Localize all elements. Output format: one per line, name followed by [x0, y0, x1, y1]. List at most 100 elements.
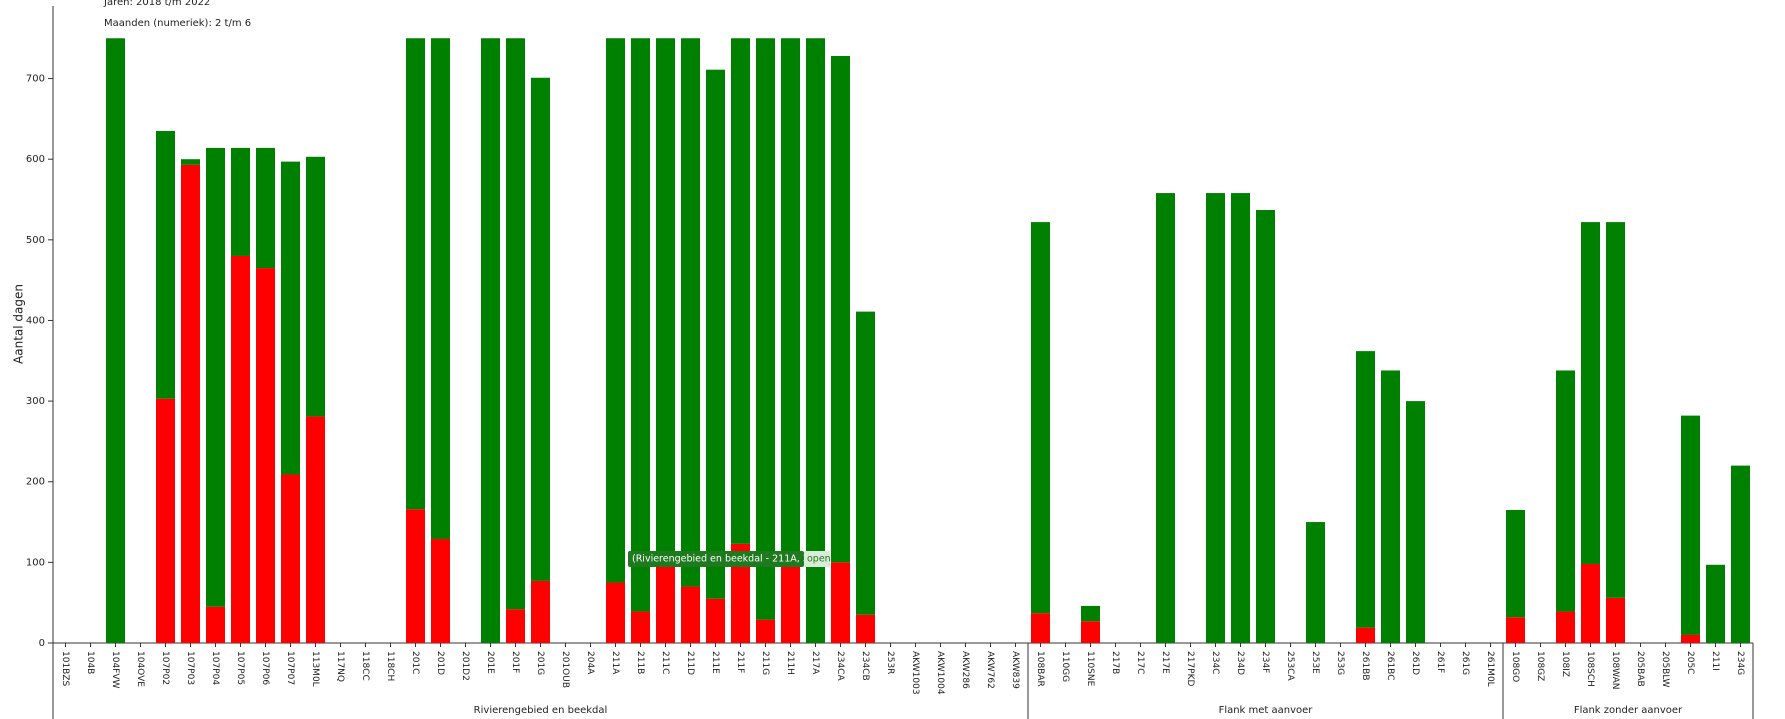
x-tick-label: 211E [710, 651, 720, 674]
bar-segment [306, 416, 325, 643]
tooltip-button-bg [804, 551, 830, 567]
x-tick-label: AKW839 [1010, 651, 1020, 689]
bar-segment [731, 38, 750, 544]
bar-segment [431, 538, 450, 643]
bar-segment [1381, 370, 1400, 643]
x-tick-label: 113M0L [310, 651, 320, 687]
x-tick-label: 261F [1435, 651, 1445, 673]
bar-segment [256, 268, 275, 643]
x-tick-label: 107P05 [235, 651, 245, 685]
y-tick-label: 300 [26, 396, 45, 407]
bar-segment [1506, 617, 1525, 643]
bar-segment [1306, 522, 1325, 643]
y-tick-label: 400 [26, 315, 45, 326]
tooltip-box [628, 551, 804, 567]
y-tick-label: 100 [26, 557, 45, 568]
bar-segment [1606, 597, 1625, 643]
x-tick-label: 201D [435, 651, 445, 675]
x-tick-label: 217PKD [1185, 651, 1195, 687]
x-tick-label: 261M0L [1485, 651, 1495, 687]
x-tick-label: 201D2 [460, 651, 470, 681]
x-tick-label: AKW286 [960, 651, 970, 689]
x-tick-label: 211H [785, 651, 795, 675]
x-tick-label: 211B [635, 651, 645, 674]
bar-segment [206, 147, 225, 607]
x-tick-label: 117NQ [335, 651, 345, 682]
bar-segment [1081, 621, 1100, 643]
bar-segment [281, 474, 300, 643]
x-tick-label: 217A [810, 651, 820, 675]
bar-segment [156, 398, 175, 643]
group-label: Flank zonder aanvoer [1574, 705, 1683, 716]
x-tick-label: AKW1004 [935, 651, 945, 695]
x-tick-label: 107P02 [160, 651, 170, 685]
tooltip-button[interactable]: open [807, 554, 831, 565]
bar-segment [1231, 193, 1250, 643]
x-tick-label: 101BZS [60, 651, 70, 687]
x-tick-label: 253CA [1285, 651, 1295, 681]
x-tick-label: 253R [885, 651, 895, 674]
x-tick-label: 201E [485, 651, 495, 674]
x-tick-label: 234D [1235, 651, 1245, 675]
bar-segment [1081, 605, 1100, 622]
x-tick-label: 234F [1260, 651, 1270, 673]
bar-segment [631, 38, 650, 612]
x-tick-label: 234C [1210, 651, 1220, 674]
x-tick-label: 205BAB [1635, 651, 1645, 687]
bar-segment [856, 614, 875, 643]
bar-segment [831, 55, 850, 563]
bar-segment [506, 38, 525, 610]
subtitle: Maanden (numeriek): 2 t/m 6 [104, 18, 251, 29]
tooltip-text: (Rivierengebied en beekdal - 211A, 31) [632, 554, 819, 565]
x-tick-label: 201C [410, 651, 420, 674]
x-tick-label: 204A [585, 651, 595, 675]
x-tick-label: 261D [1410, 651, 1420, 675]
bar-segment [631, 611, 650, 643]
x-tick-label: 205BLW [1660, 651, 1670, 688]
x-tick-label: 234CA [835, 651, 845, 681]
y-tick-label: 200 [26, 477, 45, 488]
x-tick-label: 107P04 [210, 651, 220, 685]
bar-segment [606, 582, 625, 643]
bar-segment [1581, 563, 1600, 643]
bar-segment [756, 38, 775, 620]
bar-segment [206, 606, 225, 643]
bar-segment [506, 609, 525, 643]
bar-segment [806, 38, 825, 643]
x-tick-label: 108WAN [1610, 651, 1620, 689]
y-tick-label: 500 [26, 235, 45, 246]
bar-segment [281, 161, 300, 475]
bar-segment [781, 562, 800, 643]
bar-segment [531, 77, 550, 581]
bar-segment [181, 164, 200, 643]
subtitle: Jaren: 2018 t/m 2022 [103, 0, 210, 8]
bar-segment [406, 38, 425, 510]
bar-segment [1356, 351, 1375, 628]
x-tick-label: 217C [1135, 651, 1145, 674]
x-tick-label: 201G [535, 651, 545, 675]
x-tick-label: 104B [85, 651, 95, 674]
x-tick-label: 234G [1735, 651, 1745, 675]
group-label: Flank met aanvoer [1219, 705, 1314, 716]
bar-segment [106, 38, 125, 643]
x-tick-label: 110GG [1060, 651, 1070, 682]
x-tick-label: 211F [735, 651, 745, 673]
bar-segment [731, 543, 750, 643]
bar-segment [706, 69, 725, 599]
x-tick-label: 211D [685, 651, 695, 675]
bar-segment [306, 156, 325, 417]
bar-segment [656, 38, 675, 563]
bar-segment [856, 311, 875, 615]
x-tick-label: 211C [660, 651, 670, 674]
bar-segment [706, 598, 725, 643]
bar-segment [156, 130, 175, 399]
x-tick-label: 217B [1110, 651, 1120, 674]
bar-segment [531, 580, 550, 643]
x-tick-label: 253G [1335, 651, 1345, 675]
bar-segment [406, 509, 425, 643]
x-tick-label: 108SCH [1585, 651, 1595, 687]
bar-segment [431, 38, 450, 539]
bar-segment [656, 562, 675, 643]
bar-segment [1156, 193, 1175, 643]
